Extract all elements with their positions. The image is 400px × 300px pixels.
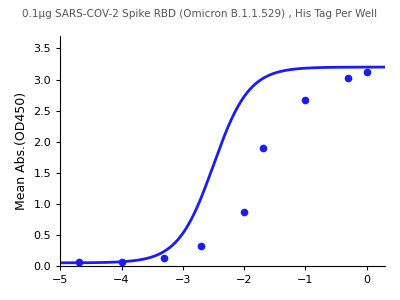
Text: 0.1μg SARS-COV-2 Spike RBD (Omicron B.1.1.529) , His Tag Per Well: 0.1μg SARS-COV-2 Spike RBD (Omicron B.1.… <box>22 9 378 19</box>
Y-axis label: Mean Abs.(OD450): Mean Abs.(OD450) <box>15 92 28 210</box>
